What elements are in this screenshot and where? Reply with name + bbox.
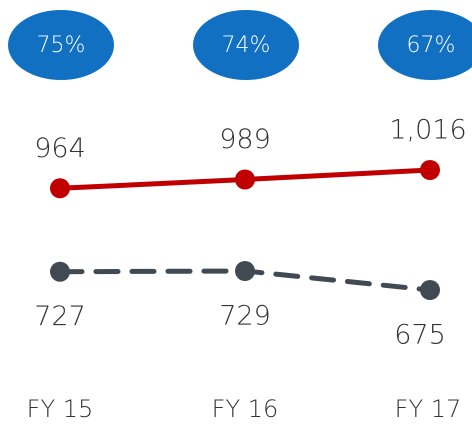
point bbox=[235, 260, 255, 281]
percentage-badge bbox=[378, 10, 472, 80]
data-label: 675 bbox=[394, 320, 446, 351]
data-label: 989 bbox=[219, 124, 271, 155]
data-label: 964 bbox=[34, 133, 86, 164]
percentage-badge bbox=[8, 10, 114, 80]
x-tick-label: FY 16 bbox=[212, 395, 279, 423]
percentage-label: 67% bbox=[407, 33, 456, 58]
point bbox=[50, 261, 70, 282]
percentage-label: 75% bbox=[37, 33, 86, 58]
x-tick-label: FY 17 bbox=[395, 395, 462, 423]
point bbox=[420, 160, 440, 180]
point bbox=[235, 169, 255, 190]
percentage-badge bbox=[193, 10, 299, 80]
data-label: 729 bbox=[219, 300, 271, 331]
x-tick-label: FY 15 bbox=[27, 395, 94, 423]
point bbox=[50, 178, 70, 199]
data-label: 1,016 bbox=[389, 115, 466, 146]
percentage-label: 74% bbox=[222, 33, 271, 58]
data-label: 727 bbox=[34, 301, 86, 332]
point bbox=[420, 280, 440, 300]
